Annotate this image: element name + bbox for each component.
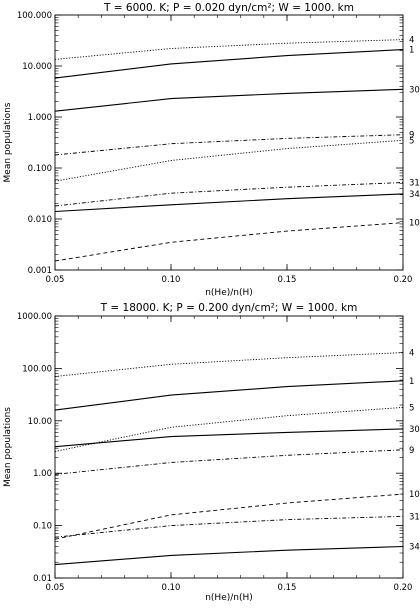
series-label-34: 34 [409, 542, 420, 552]
series-line-34 [54, 545, 404, 566]
y-tick-label: 1.000 [28, 113, 52, 123]
series-line-1 [54, 380, 404, 411]
plot-frame [54, 14, 404, 271]
series-line-5 [54, 139, 404, 182]
x-tick-label: 0.15 [278, 275, 297, 285]
x-tick-label: 0.20 [394, 275, 413, 285]
series-label-31: 31 [409, 178, 420, 188]
y-axis-label: Mean populations [3, 407, 13, 487]
series-line-34 [54, 193, 404, 213]
x-axis-label: n(He)/n(H) [205, 593, 253, 603]
chart-title: T = 18000. K; P = 0.200 dyn/cm²; W = 100… [100, 302, 358, 314]
series-line-31 [54, 515, 404, 538]
y-tick-label: 100.00 [22, 364, 52, 374]
series-line-1 [54, 49, 404, 79]
y-axis-label: Mean populations [3, 102, 13, 182]
series-line-31 [54, 182, 404, 207]
series-label-1: 1 [409, 377, 414, 387]
series-label-10: 10 [409, 490, 420, 500]
x-tick-label: 0.15 [278, 583, 297, 593]
series-label-4: 4 [409, 349, 414, 359]
series-label-30: 30 [409, 85, 420, 95]
y-tick-label: 1.00 [33, 469, 52, 479]
series-line-4 [54, 352, 404, 377]
y-tick-label: 0.010 [28, 215, 52, 225]
x-tick-label: 0.05 [46, 583, 65, 593]
series-label-1: 1 [409, 46, 414, 56]
x-axis-label: n(He)/n(H) [205, 288, 253, 298]
series-label-31: 31 [409, 512, 420, 522]
series-label-9: 9 [409, 131, 414, 141]
plot-frame [54, 315, 404, 579]
bottom-panel: T = 18000. K; P = 0.200 dyn/cm²; W = 100… [3, 302, 420, 603]
series-line-4 [54, 39, 404, 60]
series-label-9: 9 [409, 446, 414, 456]
series-line-5 [54, 406, 404, 452]
series-label-5: 5 [409, 403, 414, 413]
y-tick-label: 10.00 [28, 417, 52, 427]
top-panel: T = 6000. K; P = 0.020 dyn/cm²; W = 1000… [3, 2, 420, 298]
chart-title: T = 6000. K; P = 0.020 dyn/cm²; W = 1000… [103, 2, 354, 14]
y-tick-label: 1000.00 [17, 312, 52, 322]
y-tick-label: 0.100 [28, 164, 52, 174]
series-line-30 [54, 428, 404, 448]
series-label-34: 34 [409, 190, 420, 200]
series-label-10: 10 [409, 219, 420, 229]
series-label-5: 5 [409, 136, 414, 146]
x-tick-label: 0.05 [46, 275, 65, 285]
x-tick-label: 0.10 [162, 275, 181, 285]
y-tick-label: 100.000 [17, 11, 52, 21]
series-line-10 [54, 493, 404, 540]
series-line-30 [54, 88, 404, 112]
y-tick-label: 0.10 [33, 522, 52, 532]
series-label-30: 30 [409, 425, 420, 435]
x-tick-label: 0.20 [394, 583, 413, 593]
series-label-4: 4 [409, 36, 414, 46]
series-line-9 [54, 134, 404, 156]
series-line-10 [54, 222, 404, 262]
x-tick-label: 0.10 [162, 583, 181, 593]
series-line-9 [54, 449, 404, 475]
y-tick-label: 0.01 [33, 574, 52, 584]
y-tick-label: 10.000 [22, 62, 52, 72]
y-tick-label: 0.001 [28, 266, 52, 276]
